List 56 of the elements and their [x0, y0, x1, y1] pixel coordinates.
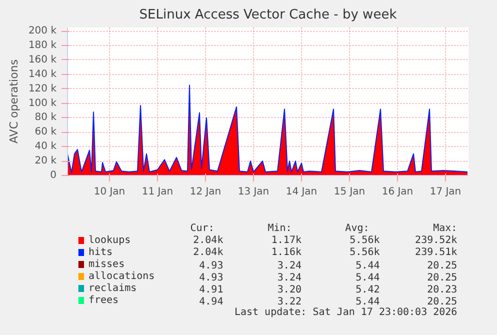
chart-title: SELinux Access Vector Cache - by week	[139, 8, 398, 22]
text: 4.93	[199, 260, 224, 272]
y-tick-label: 180 k	[28, 40, 57, 52]
y-tick-label: 120 k	[28, 83, 57, 94]
text: 1.16k	[271, 247, 302, 258]
legend-label: misses	[88, 259, 125, 270]
text: 20.23	[427, 284, 458, 296]
legend-label: hits	[88, 247, 113, 258]
x-tick-label: 14 Jan	[286, 186, 318, 198]
text: 3.20	[277, 284, 302, 296]
legend-label: lookups	[88, 235, 131, 246]
y-tick-label: 60 k	[34, 126, 57, 138]
x-tick-label: 12 Jan	[190, 186, 222, 198]
text: 20.25	[427, 260, 458, 272]
y-tick-label: 0	[50, 170, 57, 181]
text: 4.93	[199, 272, 224, 284]
text: 3.24	[277, 272, 302, 284]
text: 20.25	[427, 272, 458, 284]
text: Avg:	[345, 223, 370, 234]
x-tick-label: 10 Jan	[94, 186, 126, 198]
text: 239.51k	[415, 247, 458, 258]
legend-label: reclaims	[88, 283, 137, 294]
legend-label: frees	[88, 295, 119, 306]
y-tick-label: 100 k	[28, 98, 57, 109]
x-tick-label: 13 Jan	[238, 186, 270, 198]
text: 5.44	[356, 296, 380, 308]
text: 2.04k	[193, 247, 224, 258]
text: 5.44	[356, 272, 380, 284]
text: Max:	[433, 223, 458, 234]
text: 5.42	[356, 284, 380, 296]
text: 4.94	[199, 296, 224, 308]
y-tick-label: 140 k	[28, 68, 57, 80]
x-tick-label: 16 Jan	[382, 186, 414, 198]
text: Cur:	[190, 223, 214, 234]
text: 5.44	[356, 260, 380, 272]
text: 2.04k	[193, 235, 224, 246]
x-tick-label: 15 Jan	[334, 186, 366, 198]
text: 1.17k	[271, 235, 302, 246]
y-tick-label: 160 k	[28, 54, 57, 66]
y-tick-label: 80 k	[34, 112, 57, 124]
text: 5.56k	[350, 247, 380, 258]
text: 3.22	[277, 296, 302, 308]
y-tick-label: 40 k	[34, 141, 57, 152]
text: 20.25	[427, 296, 458, 308]
text: 4.91	[199, 284, 224, 296]
text: Min:	[268, 223, 292, 234]
text: 239.52k	[415, 235, 458, 246]
text: 3.24	[277, 260, 302, 272]
legend-label: allocations	[88, 271, 155, 282]
x-tick-label: 11 Jan	[142, 186, 174, 198]
text: Last update: Sat Jan 17 23:00:03 2026	[234, 307, 458, 318]
y-tick-label: 200 k	[28, 26, 57, 37]
y-axis-title: AVC operations	[7, 59, 20, 144]
x-tick-label: 17 Jan	[430, 186, 462, 198]
text: 5.56k	[350, 235, 380, 246]
y-tick-label: 20 k	[34, 156, 57, 167]
